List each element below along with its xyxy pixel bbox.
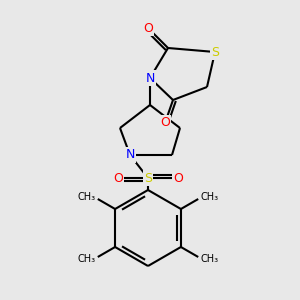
Text: CH₃: CH₃: [77, 254, 95, 263]
Text: S: S: [144, 172, 152, 184]
Text: CH₃: CH₃: [77, 193, 95, 202]
Text: O: O: [173, 172, 183, 184]
Text: S: S: [211, 46, 219, 59]
Text: N: N: [145, 71, 155, 85]
Text: CH₃: CH₃: [201, 254, 219, 263]
Text: O: O: [160, 116, 170, 130]
Text: O: O: [113, 172, 123, 184]
Text: N: N: [125, 148, 135, 161]
Text: CH₃: CH₃: [201, 193, 219, 202]
Text: O: O: [143, 22, 153, 34]
